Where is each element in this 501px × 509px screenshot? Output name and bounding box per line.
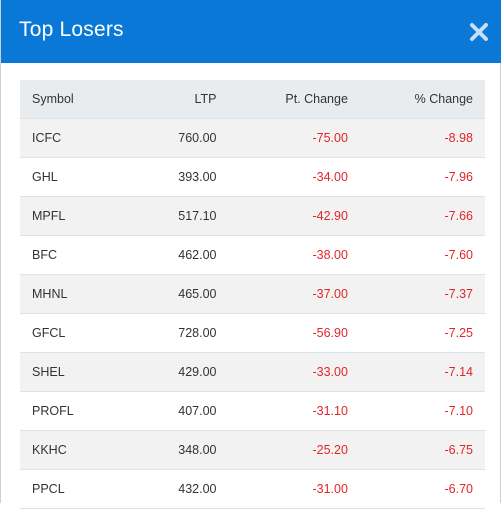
table-row[interactable]: SHEL 429.00 -33.00 -7.14: [20, 352, 485, 392]
table-row[interactable]: PPCL 432.00 -31.00 -6.70: [20, 469, 485, 509]
cell-pct-change: -7.96: [359, 157, 485, 197]
cell-pt-change: -25.20: [228, 430, 360, 470]
cell-pt-change: -56.90: [228, 313, 360, 353]
cell-ltp: 393.00: [134, 157, 229, 197]
cell-pct-change: -6.70: [359, 469, 485, 509]
losers-table: Symbol LTP Pt. Change % Change ICFC 760.0…: [20, 80, 485, 509]
modal-title: Top Losers: [19, 18, 124, 41]
cell-pct-change: -7.60: [359, 235, 485, 275]
cell-symbol[interactable]: ICFC: [20, 118, 134, 158]
cell-ltp: 429.00: [134, 352, 229, 392]
cell-pct-change: -8.98: [359, 118, 485, 158]
cell-pt-change: -37.00: [228, 274, 360, 314]
cell-ltp: 348.00: [134, 430, 229, 470]
cell-pt-change: -33.00: [228, 352, 360, 392]
column-header-ltp[interactable]: LTP: [134, 80, 229, 119]
table-row[interactable]: GFCL 728.00 -56.90 -7.25: [20, 313, 485, 353]
column-header-pt-change[interactable]: Pt. Change: [228, 80, 360, 119]
column-header-pct-change[interactable]: % Change: [359, 80, 485, 119]
cell-ltp: 728.00: [134, 313, 229, 353]
close-button[interactable]: [468, 21, 490, 43]
cell-symbol[interactable]: PPCL: [20, 469, 134, 509]
table-header-row: Symbol LTP Pt. Change % Change: [20, 80, 485, 119]
cell-pt-change: -34.00: [228, 157, 360, 197]
table-body: ICFC 760.00 -75.00 -8.98 GHL 393.00 -34.00 -7.9…: [20, 118, 485, 509]
cell-ltp: 760.00: [134, 118, 229, 158]
cell-pct-change: -7.37: [359, 274, 485, 314]
column-header-symbol[interactable]: Symbol: [20, 80, 134, 119]
table-row[interactable]: MHNL 465.00 -37.00 -7.37: [20, 274, 485, 314]
cell-pct-change: -7.66: [359, 196, 485, 236]
cell-pt-change: -31.10: [228, 391, 360, 431]
table-row[interactable]: KKHC 348.00 -25.20 -6.75: [20, 430, 485, 470]
cell-symbol[interactable]: PROFL: [20, 391, 134, 431]
cell-symbol[interactable]: SHEL: [20, 352, 134, 392]
cell-symbol[interactable]: MHNL: [20, 274, 134, 314]
cell-pct-change: -7.25: [359, 313, 485, 353]
cell-ltp: 465.00: [134, 274, 229, 314]
table-row[interactable]: MPFL 517.10 -42.90 -7.66: [20, 196, 485, 236]
cell-ltp: 462.00: [134, 235, 229, 275]
cell-pct-change: -7.10: [359, 391, 485, 431]
table-row[interactable]: ICFC 760.00 -75.00 -8.98: [20, 118, 485, 158]
cell-symbol[interactable]: BFC: [20, 235, 134, 275]
cell-symbol[interactable]: MPFL: [20, 196, 134, 236]
cell-pt-change: -38.00: [228, 235, 360, 275]
modal-header: Top Losers: [1, 0, 501, 63]
losers-table-container: Symbol LTP Pt. Change % Change ICFC 760.0…: [20, 80, 485, 509]
cell-ltp: 432.00: [134, 469, 229, 509]
cell-symbol[interactable]: GFCL: [20, 313, 134, 353]
close-icon: [470, 23, 488, 41]
cell-symbol[interactable]: GHL: [20, 157, 134, 197]
cell-ltp: 517.10: [134, 196, 229, 236]
table-row[interactable]: GHL 393.00 -34.00 -7.96: [20, 157, 485, 197]
cell-pt-change: -42.90: [228, 196, 360, 236]
cell-pct-change: -6.75: [359, 430, 485, 470]
table-row[interactable]: PROFL 407.00 -31.10 -7.10: [20, 391, 485, 431]
cell-ltp: 407.00: [134, 391, 229, 431]
table-row[interactable]: BFC 462.00 -38.00 -7.60: [20, 235, 485, 275]
cell-symbol[interactable]: KKHC: [20, 430, 134, 470]
cell-pt-change: -75.00: [228, 118, 360, 158]
cell-pct-change: -7.14: [359, 352, 485, 392]
